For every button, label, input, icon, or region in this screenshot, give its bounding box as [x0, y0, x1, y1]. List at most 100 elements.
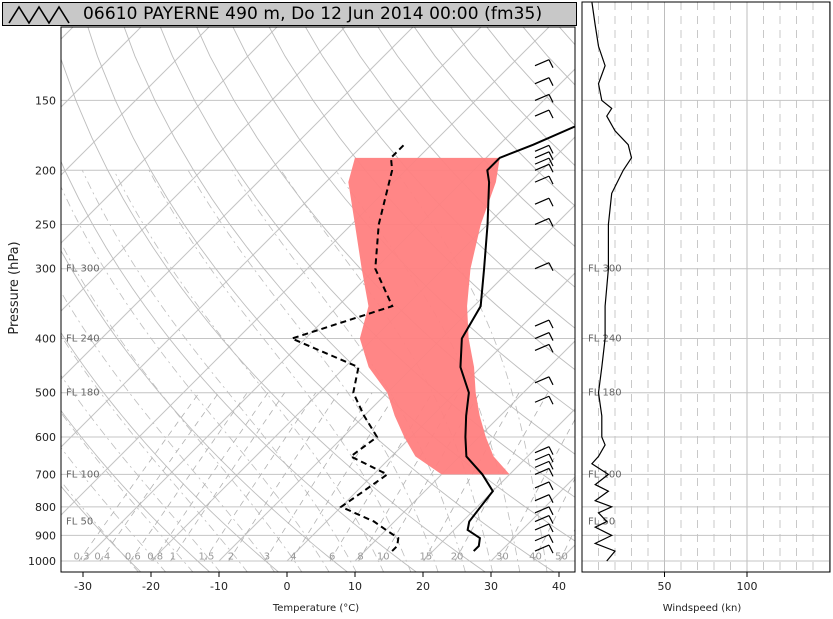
wind-barb — [534, 59, 550, 67]
wind-barb — [534, 494, 550, 502]
mixing-ratio-label: 0.3 — [74, 551, 90, 562]
mixing-ratio-label: 15 — [419, 551, 432, 562]
moist-adiabat — [113, 170, 385, 572]
isotherm-line — [218, 204, 575, 562]
moist-adiabat — [187, 170, 439, 572]
wind-barb — [534, 157, 550, 165]
flight-level-label: FL 100 — [66, 469, 100, 480]
wind-x-tick-label: 100 — [737, 580, 758, 593]
wind-barb-flag — [548, 446, 554, 455]
wind-barb-flag — [548, 151, 554, 161]
wind-barb — [534, 332, 550, 340]
wind-barb-flag — [548, 461, 554, 470]
mixing-ratio-label: 50 — [555, 551, 568, 562]
wind-barb — [534, 481, 550, 489]
mixing-ratio-line — [152, 392, 269, 562]
dry-adiabat — [87, 27, 555, 572]
wind-barb-flag — [548, 395, 554, 405]
dry-adiabat — [61, 249, 349, 572]
wind-barb-flag — [548, 481, 554, 491]
mixing-ratio-line — [170, 392, 285, 562]
wind-barb — [534, 197, 550, 205]
y-tick-label: 300 — [35, 263, 56, 276]
mixing-ratio-label: 1 — [170, 551, 176, 562]
mixing-ratio-line — [228, 392, 340, 562]
mixing-ratio-line — [290, 392, 397, 562]
mixing-ratio-label: 2 — [228, 551, 234, 562]
dry-adiabat — [61, 409, 211, 572]
moist-adiabat — [61, 411, 194, 572]
mixing-ratio-label: 0.8 — [147, 551, 163, 562]
x-tick-label: 10 — [348, 580, 362, 593]
wind-barb — [534, 523, 550, 531]
wind-barb — [534, 175, 550, 183]
wind-barb-flag — [548, 262, 554, 271]
flight-level-label: FL 50 — [66, 517, 93, 528]
moist-adiabat — [61, 185, 330, 572]
y-tick-label: 800 — [35, 501, 56, 514]
moist-adiabat — [61, 334, 248, 572]
wind-barb — [534, 151, 550, 159]
wind-barb — [534, 163, 550, 171]
wind-barb — [534, 506, 550, 514]
zigzag-menu-icon — [8, 5, 70, 25]
title-bar: 06610 PAYERNE 490 m, Do 12 Jun 2014 00:0… — [2, 2, 577, 26]
wind-barb-flag — [548, 376, 554, 386]
mixing-ratio-label: 3 — [264, 551, 270, 562]
wind-barb-flag — [548, 197, 554, 207]
mixing-ratio-line — [380, 392, 481, 562]
mixing-ratio-line — [329, 392, 433, 562]
dry-adiabat — [61, 57, 486, 572]
x-tick-label: 20 — [416, 580, 430, 593]
menu-button[interactable] — [5, 3, 77, 25]
x-tick-label: 30 — [484, 580, 498, 593]
moist-adiabat — [61, 291, 276, 572]
wind-barb — [534, 262, 550, 270]
wind-barb — [534, 446, 550, 454]
mixing-ratio-line — [264, 392, 373, 562]
mixing-ratio-line — [358, 392, 460, 562]
wind-flight-level-label: FL 50 — [588, 517, 615, 528]
wind-barb-flag — [548, 506, 554, 516]
plot-frame — [60, 26, 576, 573]
mixing-ratio-line — [559, 528, 575, 562]
wind-barb-flag — [548, 218, 554, 227]
x-tick-label: -20 — [142, 580, 160, 593]
moist-adiabat — [231, 170, 466, 572]
wind-barb-flag — [548, 534, 554, 544]
y-axis-label: Pressure (hPa) — [7, 241, 22, 334]
wind-barb-flag — [548, 175, 554, 185]
mixing-ratio-label: 8 — [357, 551, 363, 562]
wind-barb-flag — [548, 164, 554, 173]
flight-level-label: FL 300 — [66, 264, 100, 275]
mixing-ratio-label: 6 — [329, 551, 335, 562]
wind-barb-flag — [548, 332, 554, 341]
wind-barb-flag — [548, 344, 554, 353]
isotherm-line — [61, 27, 278, 244]
isotherm-line — [61, 27, 414, 380]
wind-barb-flag — [548, 544, 554, 554]
moist-adiabat — [61, 374, 221, 572]
mixing-ratio-label: 0.4 — [94, 551, 110, 562]
isotherm-line — [61, 27, 346, 312]
flight-level-label: FL 180 — [66, 388, 100, 399]
wind-x-axis-label: Windspeed (kn) — [663, 603, 742, 614]
y-tick-label: 1000 — [28, 555, 56, 568]
wind-barb — [534, 460, 550, 468]
flight-level-label: FL 240 — [66, 334, 100, 345]
dry-adiabat — [341, 27, 575, 288]
wind-barb — [534, 514, 550, 523]
wind-barb-flag — [548, 157, 554, 167]
wind-barb-flag — [548, 523, 554, 533]
mixing-ratio-label: 1.5 — [198, 551, 214, 562]
wind-barb-flag — [548, 94, 554, 103]
windspeed-line — [590, 2, 633, 562]
dry-adiabat — [196, 27, 575, 455]
mixing-ratio-label: 10 — [377, 551, 390, 562]
wind-panel — [582, 2, 830, 572]
wind-barb — [534, 453, 550, 461]
x-tick-label: 0 — [284, 580, 291, 593]
wind-x-tick-label: 50 — [658, 580, 672, 593]
dry-adiabat — [377, 27, 575, 248]
